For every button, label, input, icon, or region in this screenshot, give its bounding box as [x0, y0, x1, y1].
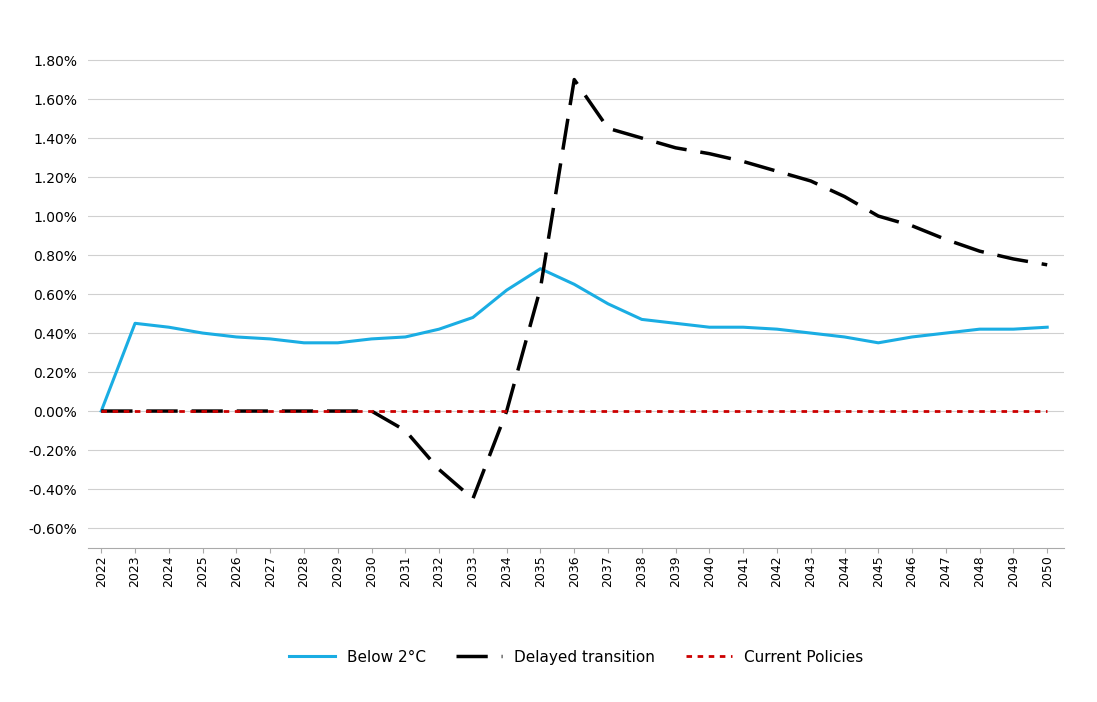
Current Policies: [398, 407, 411, 416]
Delayed transition: [1007, 255, 1020, 263]
Below 2°C: [297, 338, 310, 347]
Delayed transition: [398, 426, 411, 435]
Below 2°C: [635, 315, 648, 324]
Delayed transition: [297, 407, 310, 416]
Current Policies: [872, 407, 885, 416]
Line: Delayed transition: Delayed transition: [101, 79, 1048, 499]
Current Policies: [804, 407, 817, 416]
Delayed transition: [635, 134, 648, 143]
Delayed transition: [567, 75, 580, 84]
Legend: Below 2°C, Delayed transition, Current Policies: Below 2°C, Delayed transition, Current P…: [283, 643, 869, 672]
Delayed transition: [601, 124, 614, 133]
Delayed transition: [331, 407, 344, 416]
Current Policies: [939, 407, 952, 416]
Below 2°C: [601, 300, 614, 308]
Delayed transition: [365, 407, 378, 416]
Below 2°C: [263, 335, 276, 343]
Current Policies: [230, 407, 244, 416]
Delayed transition: [939, 235, 952, 244]
Below 2°C: [770, 325, 783, 333]
Below 2°C: [94, 407, 108, 416]
Below 2°C: [534, 265, 547, 273]
Below 2°C: [872, 338, 885, 347]
Below 2°C: [905, 333, 918, 341]
Current Policies: [466, 407, 479, 416]
Below 2°C: [466, 313, 479, 322]
Current Policies: [567, 407, 580, 416]
Delayed transition: [94, 407, 108, 416]
Below 2°C: [398, 333, 411, 341]
Current Policies: [128, 407, 142, 416]
Current Policies: [1041, 407, 1054, 416]
Delayed transition: [905, 222, 918, 230]
Current Policies: [635, 407, 648, 416]
Below 2°C: [567, 280, 580, 289]
Below 2°C: [196, 329, 210, 337]
Line: Below 2°C: Below 2°C: [101, 269, 1048, 411]
Current Policies: [669, 407, 682, 416]
Current Policies: [331, 407, 344, 416]
Below 2°C: [703, 323, 716, 331]
Delayed transition: [770, 167, 783, 176]
Below 2°C: [365, 335, 378, 343]
Delayed transition: [973, 247, 986, 256]
Delayed transition: [196, 407, 210, 416]
Current Policies: [196, 407, 210, 416]
Current Policies: [1007, 407, 1020, 416]
Delayed transition: [736, 157, 749, 166]
Current Policies: [905, 407, 918, 416]
Below 2°C: [162, 323, 176, 331]
Delayed transition: [872, 212, 885, 220]
Delayed transition: [534, 284, 547, 293]
Delayed transition: [1041, 260, 1054, 269]
Delayed transition: [838, 192, 851, 201]
Delayed transition: [669, 144, 682, 152]
Delayed transition: [230, 407, 244, 416]
Current Policies: [973, 407, 986, 416]
Below 2°C: [500, 286, 513, 294]
Below 2°C: [128, 319, 142, 328]
Below 2°C: [230, 333, 244, 341]
Current Policies: [703, 407, 716, 416]
Below 2°C: [1007, 325, 1020, 333]
Current Policies: [297, 407, 310, 416]
Below 2°C: [838, 333, 851, 341]
Delayed transition: [162, 407, 176, 416]
Below 2°C: [669, 319, 682, 328]
Current Policies: [365, 407, 378, 416]
Delayed transition: [432, 465, 445, 474]
Current Policies: [838, 407, 851, 416]
Below 2°C: [331, 338, 344, 347]
Current Policies: [162, 407, 176, 416]
Below 2°C: [804, 329, 817, 337]
Below 2°C: [1041, 323, 1054, 331]
Current Policies: [500, 407, 513, 416]
Below 2°C: [939, 329, 952, 337]
Current Policies: [534, 407, 547, 416]
Current Policies: [263, 407, 276, 416]
Delayed transition: [500, 407, 513, 416]
Below 2°C: [736, 323, 749, 331]
Below 2°C: [432, 325, 445, 333]
Delayed transition: [703, 150, 716, 158]
Current Policies: [94, 407, 108, 416]
Below 2°C: [973, 325, 986, 333]
Delayed transition: [128, 407, 142, 416]
Current Policies: [432, 407, 445, 416]
Current Policies: [736, 407, 749, 416]
Delayed transition: [263, 407, 276, 416]
Current Policies: [770, 407, 783, 416]
Delayed transition: [804, 177, 817, 185]
Current Policies: [601, 407, 614, 416]
Delayed transition: [466, 495, 479, 503]
